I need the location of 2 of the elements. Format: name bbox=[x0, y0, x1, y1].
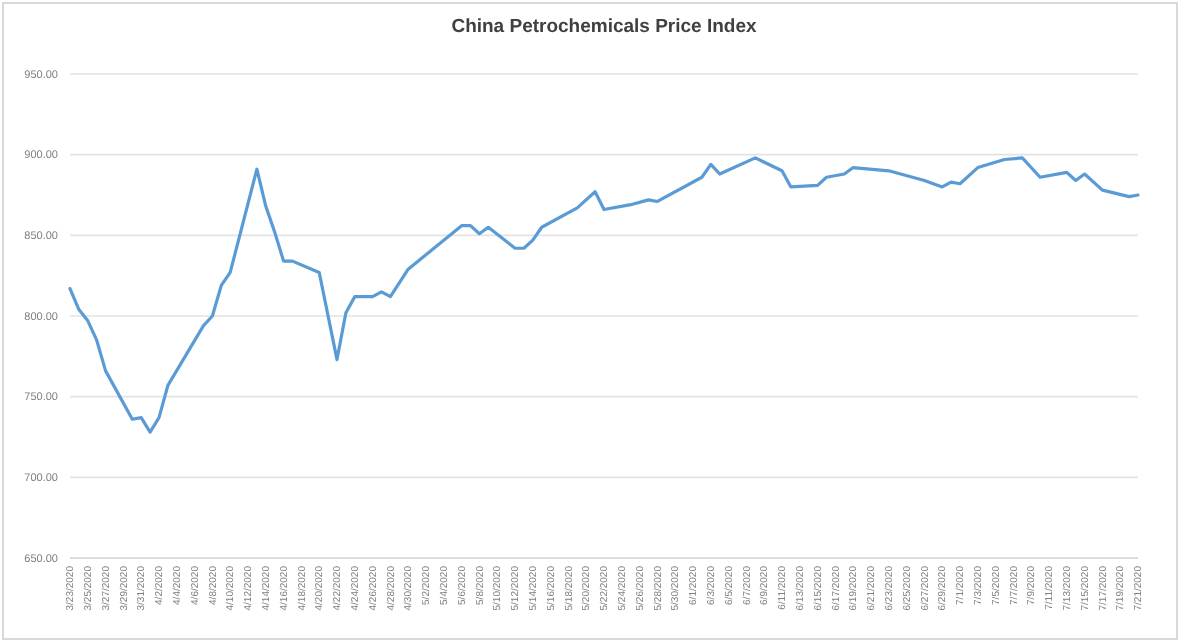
chart-title: China Petrochemicals Price Index bbox=[451, 16, 759, 38]
line-series bbox=[68, 156, 1140, 434]
